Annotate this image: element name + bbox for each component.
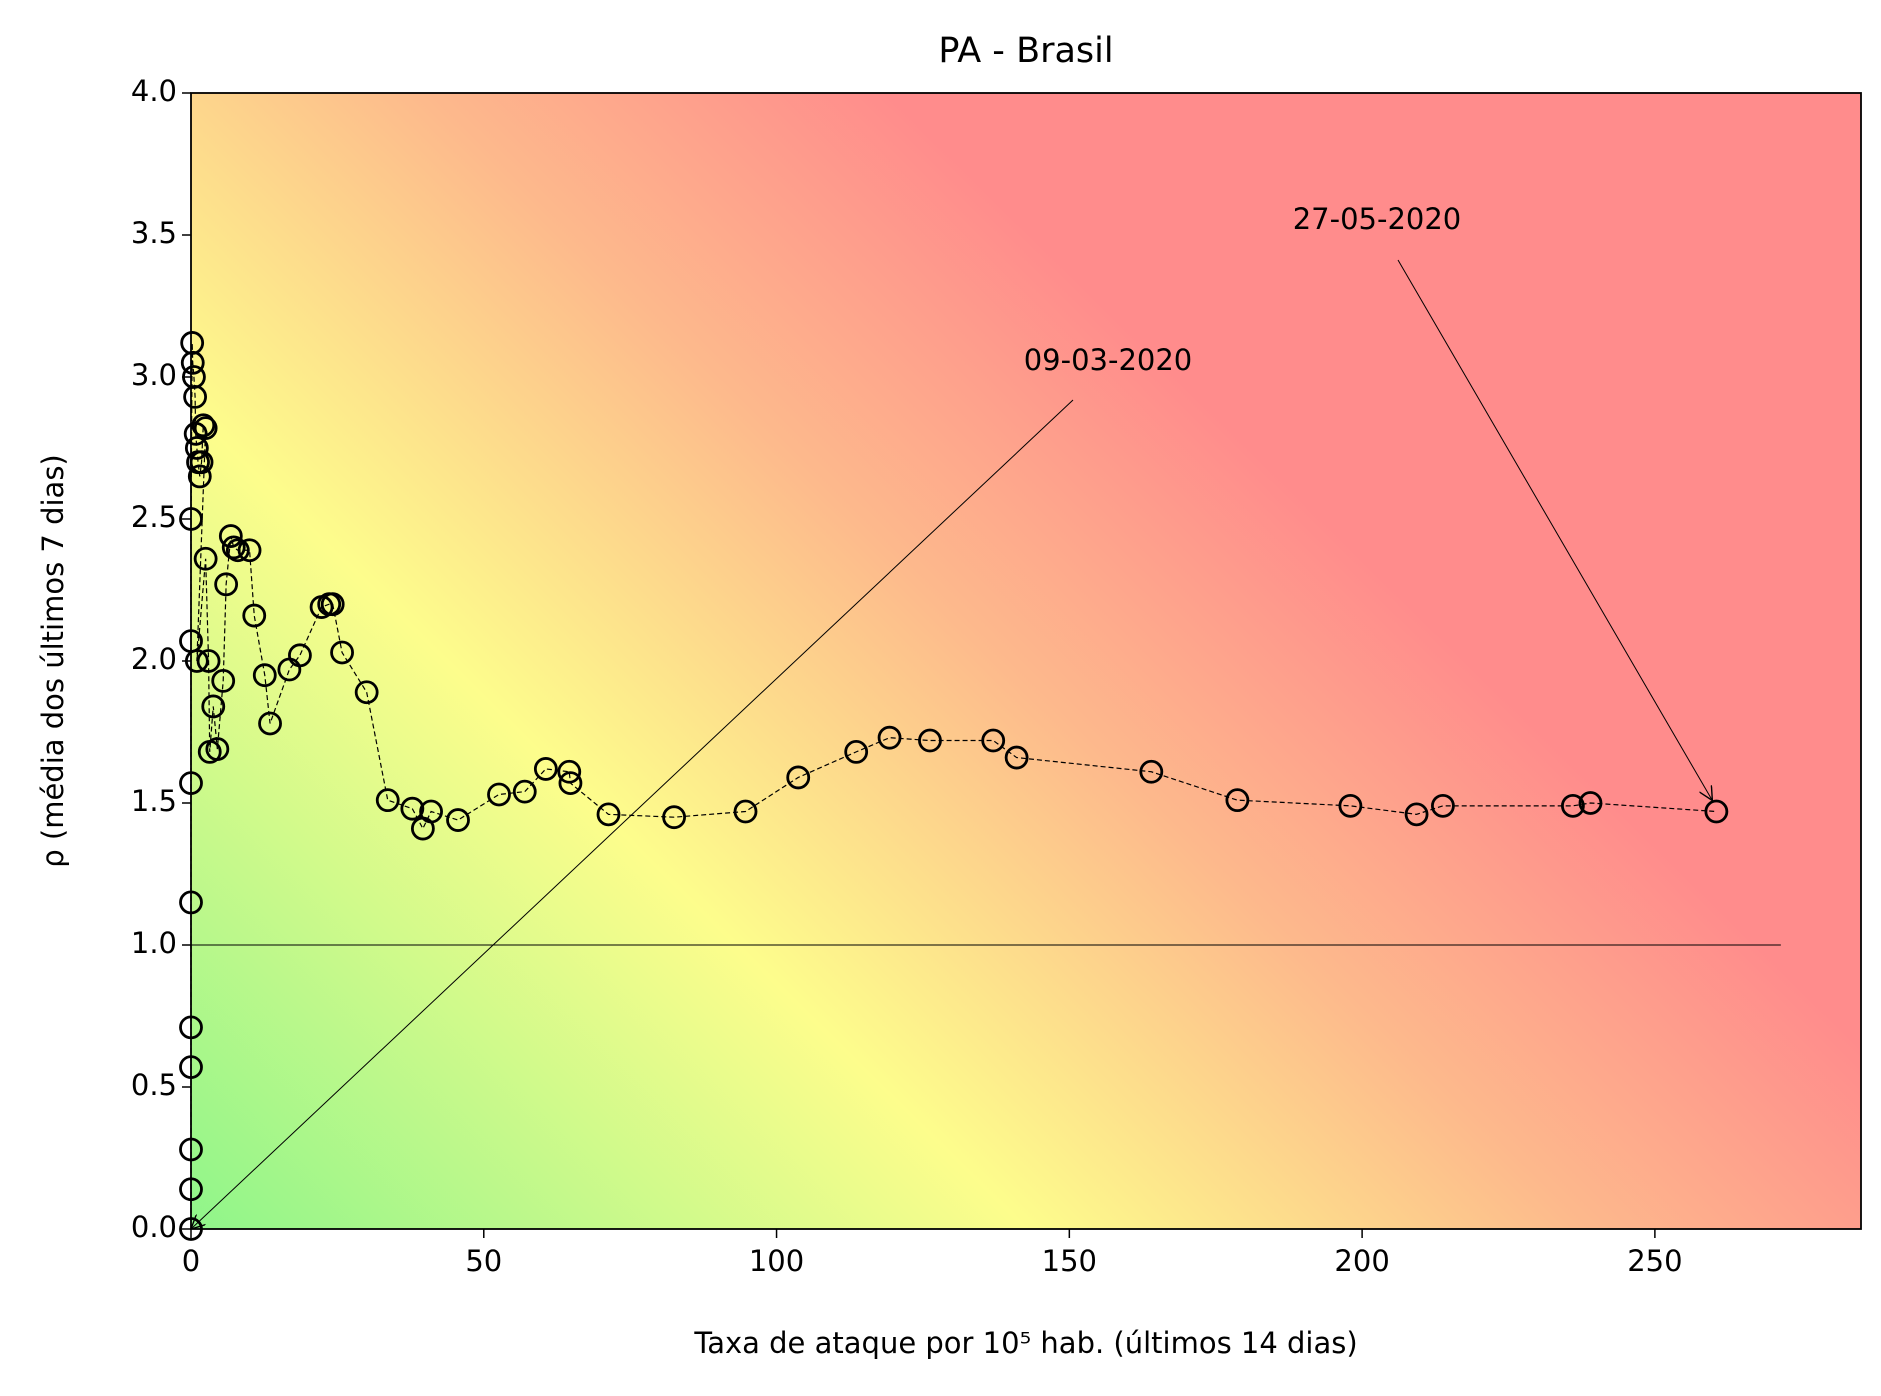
y-tick-label: 3.0 — [131, 358, 177, 392]
point — [844, 739, 869, 764]
y-tick-label: 1.0 — [131, 926, 177, 960]
point — [184, 649, 209, 673]
x-axis-label: Taxa de ataque por 10⁵ hab. (últimos 14 … — [693, 1326, 1357, 1360]
point — [205, 737, 230, 761]
point — [446, 808, 470, 832]
point — [1431, 793, 1455, 818]
point — [330, 640, 354, 665]
point — [214, 572, 239, 597]
point — [1578, 791, 1603, 815]
annotation-arrow — [191, 399, 1074, 1229]
point — [320, 592, 345, 617]
point — [183, 384, 207, 409]
point — [400, 796, 425, 821]
point — [1704, 799, 1729, 824]
point — [180, 350, 205, 375]
point — [533, 757, 558, 781]
background — [191, 93, 1861, 1229]
point — [1338, 793, 1363, 818]
point — [211, 668, 236, 693]
point — [596, 802, 621, 827]
point — [877, 725, 902, 750]
y-tick-label: 4.0 — [131, 74, 177, 108]
y-tick-label: 2.0 — [131, 642, 177, 676]
point — [218, 524, 243, 548]
y-tick-label: 3.5 — [131, 216, 177, 250]
point — [1004, 745, 1029, 770]
point — [981, 728, 1006, 753]
point — [221, 535, 246, 560]
point — [733, 799, 758, 824]
point — [1225, 788, 1250, 813]
annotation: 27-05-2020 — [1293, 202, 1462, 236]
annotation: 09-03-2020 — [1024, 343, 1193, 377]
point — [487, 782, 511, 807]
point — [557, 759, 582, 784]
x-tick-label: 250 — [1627, 1244, 1682, 1278]
point — [662, 805, 686, 830]
chart-title: PA - Brasil — [938, 31, 1113, 71]
point — [1404, 802, 1429, 827]
point — [354, 680, 379, 705]
y-tick-label: 0.0 — [131, 1210, 177, 1244]
point — [193, 416, 218, 441]
point — [558, 771, 583, 796]
point — [375, 788, 400, 813]
plot-frame — [190, 92, 1862, 1230]
x-tick-label: 50 — [465, 1244, 502, 1278]
x-tick-label: 200 — [1334, 1244, 1389, 1278]
point — [419, 799, 443, 824]
x-tick-label: 0 — [182, 1244, 200, 1278]
y-tick-label: 2.5 — [131, 500, 177, 534]
y-tick-label: 0.5 — [131, 1068, 177, 1102]
point — [1139, 759, 1164, 784]
series-line — [190, 342, 1717, 1229]
annotation-arrow — [1397, 259, 1712, 801]
point — [201, 694, 226, 719]
x-tick-label: 100 — [749, 1244, 804, 1278]
point — [512, 779, 537, 804]
y-axis-label: ρ (média dos últimos 7 dias) — [36, 454, 70, 867]
point — [1561, 793, 1585, 818]
point — [918, 728, 942, 753]
point — [237, 538, 262, 563]
point — [252, 663, 277, 688]
point — [288, 643, 312, 668]
point — [191, 413, 216, 438]
point — [187, 464, 212, 489]
point — [196, 649, 221, 673]
point — [786, 765, 811, 790]
point — [225, 538, 250, 563]
point — [184, 436, 209, 460]
y-tick-label: 1.5 — [131, 784, 177, 818]
point — [193, 546, 218, 571]
point — [258, 711, 282, 736]
x-tick-label: 150 — [1042, 1244, 1097, 1278]
point — [242, 603, 267, 628]
